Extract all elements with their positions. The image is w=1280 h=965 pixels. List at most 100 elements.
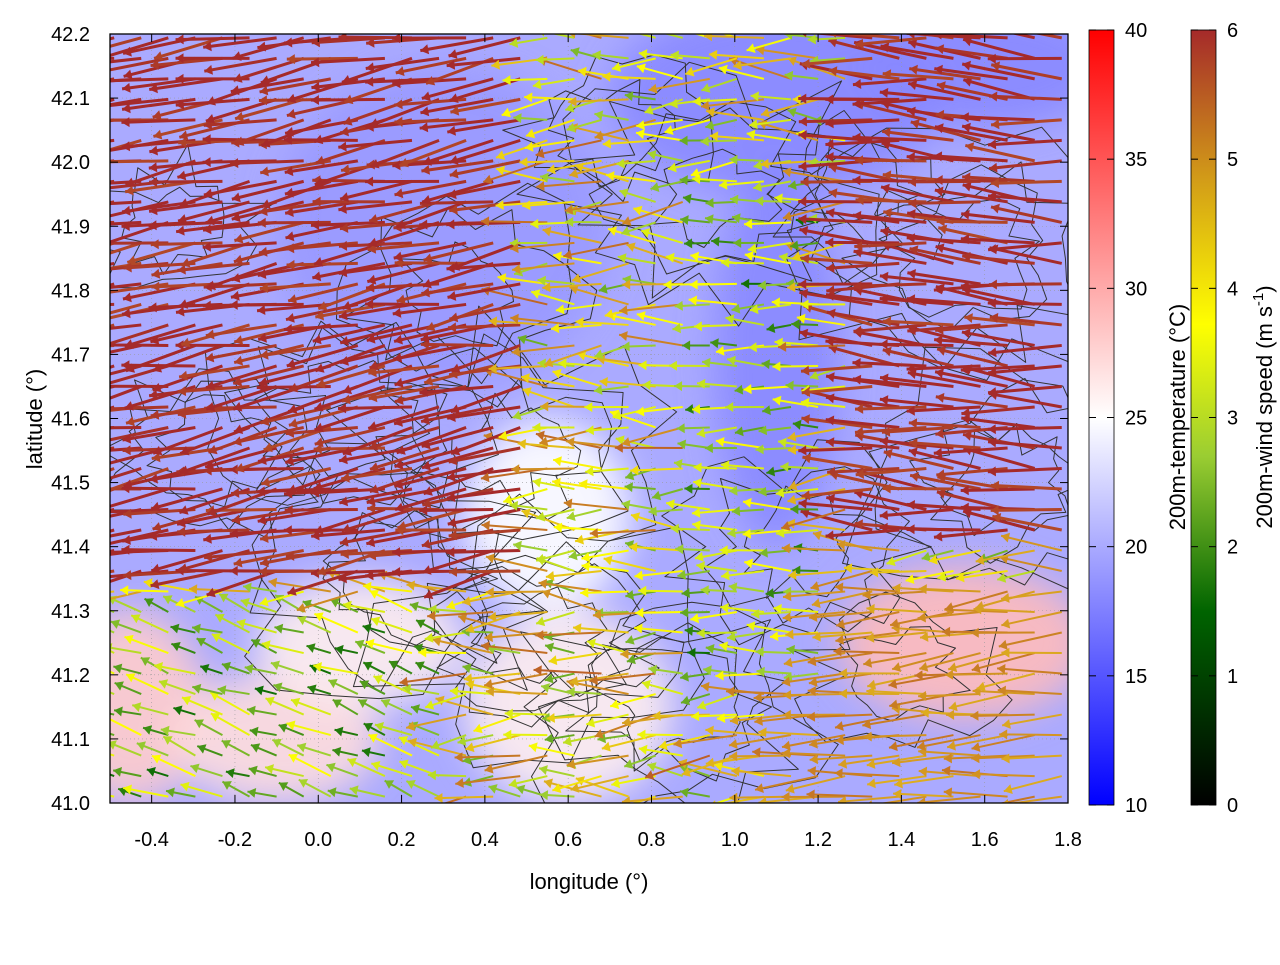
wind-vector — [121, 550, 195, 551]
wind-vector — [230, 304, 304, 305]
x-tick-label: 1.2 — [804, 829, 832, 851]
y-tick-label: 42.1 — [51, 88, 90, 110]
wind-vector — [839, 694, 899, 695]
wind-vector-head — [67, 180, 75, 190]
wind-vector-head — [403, 810, 412, 820]
wind-vector — [44, 366, 114, 389]
wind-vector-head — [42, 184, 51, 194]
wind-vector — [97, 161, 168, 162]
x-tick-label: 1.8 — [1054, 829, 1082, 851]
wind-vector-head — [69, 519, 78, 529]
wind-vector — [991, 181, 1062, 183]
wind-vector — [991, 509, 1062, 510]
wind-vector-head — [93, 767, 102, 776]
wind-vector-head — [95, 147, 104, 157]
y-tick-label: 41.1 — [51, 729, 90, 751]
wind-vector — [41, 509, 114, 522]
wind-vector-head — [41, 142, 49, 152]
wind-vector — [287, 58, 358, 59]
wind-vector — [78, 634, 114, 653]
y-axis-label: latitude (°) — [22, 369, 47, 470]
wind-vector-head — [41, 516, 50, 526]
wind-vector-head — [101, 486, 110, 495]
wind-vector-head — [94, 548, 102, 558]
wind-vector — [394, 120, 466, 122]
wind-vector-head — [96, 404, 104, 414]
y-tick-label: 41.9 — [51, 216, 90, 238]
wind-vector — [988, 303, 1062, 304]
wind-vector — [988, 427, 1062, 429]
wind-vector-head — [666, 22, 675, 32]
x-tick-label: 0.4 — [471, 829, 499, 851]
wind-vector — [999, 734, 1062, 735]
wind-vector-head — [991, 21, 1000, 31]
wind-vector-head — [98, 288, 107, 298]
wind-vector-head — [98, 380, 107, 390]
wind-colorbar-label: 200m-wind speed (m s-1) — [1250, 285, 1277, 528]
wind-vector-head — [693, 22, 702, 32]
wind-vector — [338, 407, 412, 409]
wind-vector-head — [78, 634, 87, 643]
wind-vector — [121, 488, 195, 489]
colorbar-tick-label: 20 — [1125, 537, 1147, 559]
wind-vector-head — [96, 212, 105, 222]
wind-vector-head — [67, 116, 75, 126]
wind-vector-head — [71, 587, 80, 597]
wind-vector-head — [693, 803, 702, 813]
wind-vector — [511, 468, 574, 469]
wind-vector — [486, 592, 548, 593]
wind-label-end: ) — [1252, 285, 1277, 292]
wind-vector — [421, 344, 493, 345]
wind-vector-head — [71, 268, 80, 278]
colorbar-tick-label: 25 — [1125, 408, 1147, 430]
wind-vector — [855, 160, 926, 161]
x-tick-label: 0.6 — [554, 829, 582, 851]
wind-vector-head — [68, 327, 77, 337]
y-tick-label: 42.2 — [51, 24, 90, 46]
x-tick-label: 1.6 — [971, 829, 999, 851]
wind-vector — [970, 715, 1034, 716]
y-tick-label: 41.2 — [51, 665, 90, 687]
wind-vector-head — [94, 76, 102, 86]
wind-vector-head — [97, 460, 106, 470]
wind-vector-head — [95, 572, 104, 582]
wind-label-main: 200m-wind speed (m s — [1252, 306, 1277, 529]
colorbar-tick-label: 2 — [1227, 537, 1238, 559]
colorbar-tick-label: 10 — [1125, 795, 1147, 817]
y-tick-label: 41.6 — [51, 409, 90, 431]
wind-vector — [40, 58, 114, 59]
y-tick-label: 42.0 — [51, 152, 90, 174]
wind-vector — [285, 509, 358, 510]
x-tick-label: -0.4 — [134, 829, 168, 851]
wind-vector-head — [42, 131, 51, 141]
wind-vector-head — [94, 507, 102, 517]
y-tick-label: 41.3 — [51, 601, 90, 623]
colorbar-tick-label: 15 — [1125, 666, 1147, 688]
y-tick-label: 41.0 — [51, 793, 90, 815]
wind-vector-head — [41, 220, 49, 230]
x-tick-label: 0.8 — [638, 829, 666, 851]
wind-vector-head — [97, 436, 106, 446]
wind-vector — [42, 386, 114, 400]
y-tick-label: 41.5 — [51, 473, 90, 495]
wind-vector-head — [40, 162, 48, 172]
y-tick-label: 41.8 — [51, 280, 90, 302]
wind-vector-head — [42, 86, 51, 96]
wind-vector-head — [963, 18, 972, 28]
wind-vector — [937, 221, 1008, 222]
wind-vector — [42, 120, 114, 137]
wind-vector-head — [95, 238, 103, 248]
plot-area — [40, 2, 1176, 827]
wind-vector-head — [97, 157, 105, 167]
x-tick-label: 1.4 — [887, 829, 915, 851]
x-tick-label: 0.0 — [304, 829, 332, 851]
wind-vector-head — [73, 654, 82, 663]
colorbar-tick-label: 40 — [1125, 20, 1147, 42]
colorbar-tick-label: 35 — [1125, 149, 1147, 171]
wind-vector — [176, 38, 250, 40]
wind-vector — [149, 181, 222, 182]
wind-vector — [42, 448, 115, 454]
wind-vector — [420, 202, 493, 203]
wind-vector-head — [57, 591, 66, 601]
